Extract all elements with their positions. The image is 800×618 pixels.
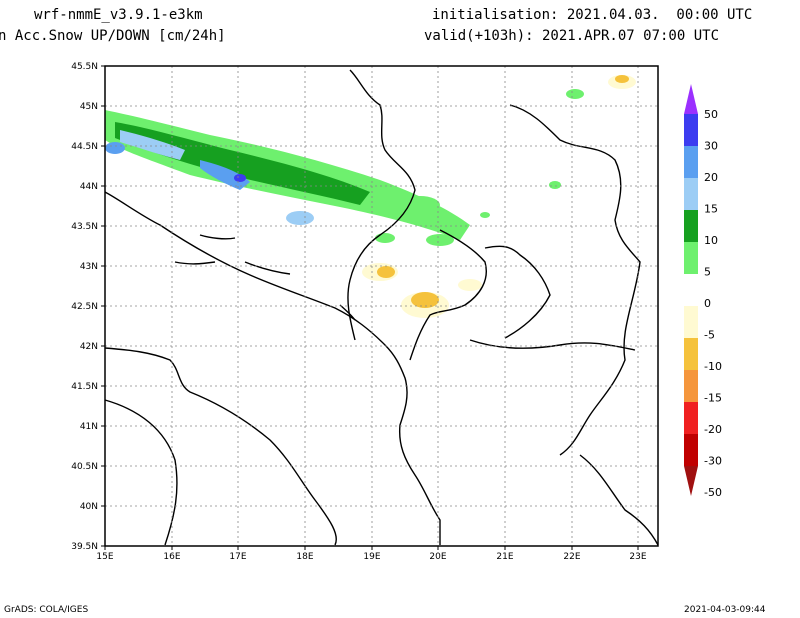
colorbar-swatch bbox=[684, 402, 698, 434]
lat-tick: 44.5N bbox=[71, 142, 98, 152]
colorbar-swatch bbox=[684, 242, 698, 274]
lat-tick: 43N bbox=[80, 262, 98, 272]
lat-tick: 40N bbox=[80, 502, 98, 512]
colorbar-label: 0 bbox=[704, 297, 711, 310]
colorbar-label: -50 bbox=[704, 486, 722, 499]
colorbar-swatch bbox=[684, 178, 698, 210]
colorbar-swatch bbox=[684, 338, 698, 370]
colorbar-swatch bbox=[684, 306, 698, 338]
colorbar-label: -15 bbox=[704, 392, 722, 405]
lon-tick: 21E bbox=[496, 552, 513, 562]
colorbar-label: -20 bbox=[704, 423, 722, 436]
model-title: wrf-nmmE_v3.9.1-e3km bbox=[34, 7, 203, 23]
lat-axis: 45.5N 45N 44.5N 44N 43.5N 43N 42.5N 42N … bbox=[71, 62, 105, 552]
colorbar-swatch bbox=[684, 434, 698, 466]
lat-tick: 39.5N bbox=[71, 542, 98, 552]
coastlines-borders bbox=[104, 69, 659, 546]
colorbar-label: -5 bbox=[704, 329, 715, 342]
colorbar-label: 10 bbox=[704, 234, 718, 247]
colorbar-label: 20 bbox=[704, 171, 718, 184]
snow-field bbox=[105, 75, 636, 318]
lon-tick: 23E bbox=[629, 552, 646, 562]
lat-tick: 41N bbox=[80, 422, 98, 432]
lat-tick: 42.5N bbox=[71, 302, 98, 312]
lat-tick: 42N bbox=[80, 342, 98, 352]
lat-tick: 43.5N bbox=[71, 222, 98, 232]
colorbar-label: 15 bbox=[704, 203, 718, 216]
graticule bbox=[105, 66, 658, 546]
lat-tick: 41.5N bbox=[71, 382, 98, 392]
timestamp-text: 2021-04-03-09:44 bbox=[684, 605, 766, 615]
lon-tick: 20E bbox=[429, 552, 446, 562]
lon-tick: 19E bbox=[363, 552, 380, 562]
colorbar-swatch bbox=[684, 210, 698, 242]
lon-tick: 15E bbox=[96, 552, 113, 562]
colorbar-label: 30 bbox=[704, 140, 718, 153]
colorbar-swatch bbox=[684, 274, 698, 306]
valid-time: valid(+103h): 2021.APR.07 07:00 UTC bbox=[424, 28, 720, 44]
lon-tick: 22E bbox=[563, 552, 580, 562]
colorbar-label: -30 bbox=[704, 455, 722, 468]
init-time: initialisation: 2021.04.03. 00:00 UTC bbox=[432, 7, 753, 23]
lat-tick: 45N bbox=[80, 102, 98, 112]
colorbar-swatch bbox=[684, 146, 698, 178]
colorbar-label: 50 bbox=[704, 108, 718, 121]
lon-tick: 17E bbox=[229, 552, 246, 562]
colorbar-label: -10 bbox=[704, 360, 722, 373]
lat-tick: 44N bbox=[80, 182, 98, 192]
lon-axis: 15E 16E 17E 18E 19E 20E 21E 22E 23E bbox=[96, 546, 647, 562]
lon-tick: 16E bbox=[163, 552, 180, 562]
lon-tick: 18E bbox=[296, 552, 313, 562]
colorbar-arrow-top bbox=[684, 84, 698, 114]
field-title: n Acc.Snow UP/DOWN [cm/24h] bbox=[0, 28, 226, 44]
colorbar-label: 5 bbox=[704, 266, 711, 279]
lat-tick: 40.5N bbox=[71, 462, 98, 472]
colorbar-swatch bbox=[684, 114, 698, 146]
credit-text: GrADS: COLA/IGES bbox=[4, 605, 89, 615]
lat-tick: 45.5N bbox=[71, 62, 98, 72]
colorbar-arrow-bottom bbox=[684, 466, 698, 496]
colorbar-swatch bbox=[684, 370, 698, 402]
